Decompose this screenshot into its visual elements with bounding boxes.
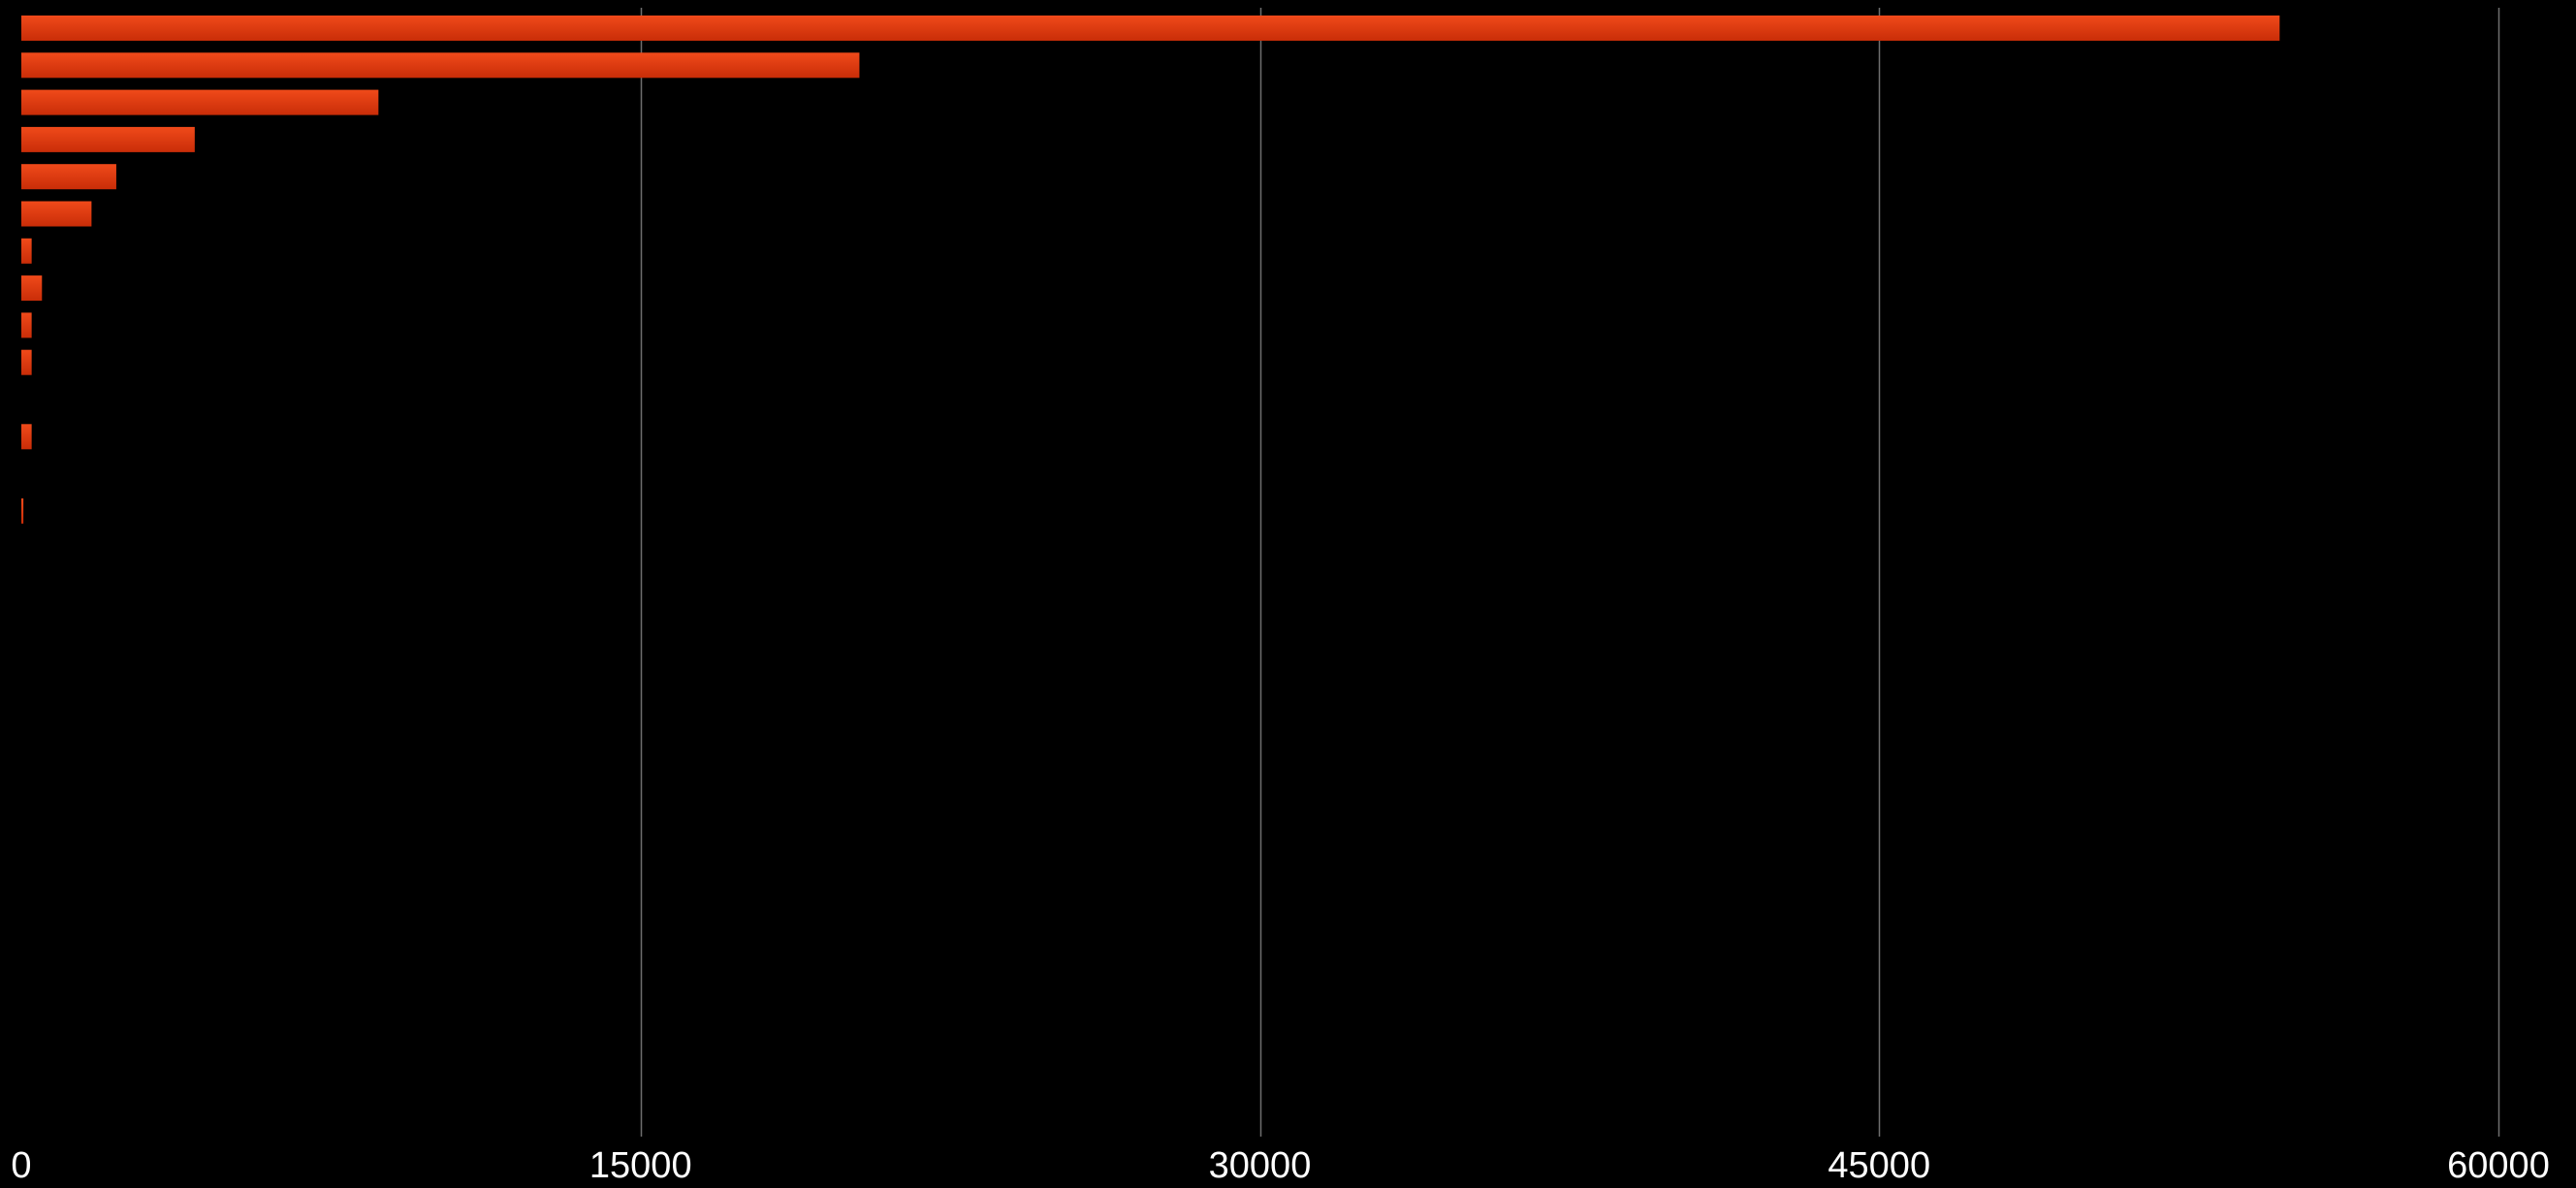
x-axis-tick-labels: 0 15000 30000 45000 60000 bbox=[11, 1145, 2549, 1186]
bar-8 bbox=[21, 275, 43, 302]
bar-3 bbox=[21, 89, 379, 115]
x-tick-label-30000: 30000 bbox=[1209, 1145, 1312, 1186]
bar-1 bbox=[21, 16, 2280, 41]
bar-12 bbox=[21, 424, 32, 450]
bars bbox=[21, 16, 2280, 524]
bar-14 bbox=[21, 498, 24, 524]
x-tick-label-0: 0 bbox=[11, 1145, 31, 1186]
bar-7 bbox=[21, 238, 32, 264]
bar-5 bbox=[21, 164, 116, 190]
x-tick-label-60000: 60000 bbox=[2447, 1145, 2550, 1186]
x-tick-label-15000: 15000 bbox=[589, 1145, 692, 1186]
bar-2 bbox=[21, 52, 860, 79]
bar-6 bbox=[21, 201, 92, 227]
bar-4 bbox=[21, 126, 195, 152]
bar-10 bbox=[21, 349, 32, 375]
x-tick-label-45000: 45000 bbox=[1828, 1145, 1930, 1186]
bar-9 bbox=[21, 312, 32, 338]
gridlines bbox=[640, 8, 2500, 1137]
